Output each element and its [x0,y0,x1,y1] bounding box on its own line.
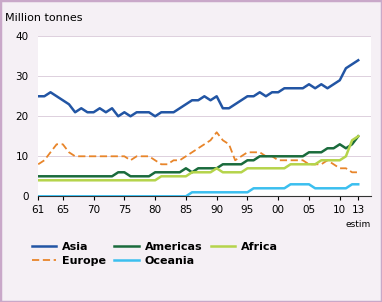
Text: estim: estim [346,220,371,229]
Text: Million tonnes: Million tonnes [5,13,83,24]
Legend: Asia, Europe, Americas, Oceania, Africa: Asia, Europe, Americas, Oceania, Africa [27,237,282,270]
